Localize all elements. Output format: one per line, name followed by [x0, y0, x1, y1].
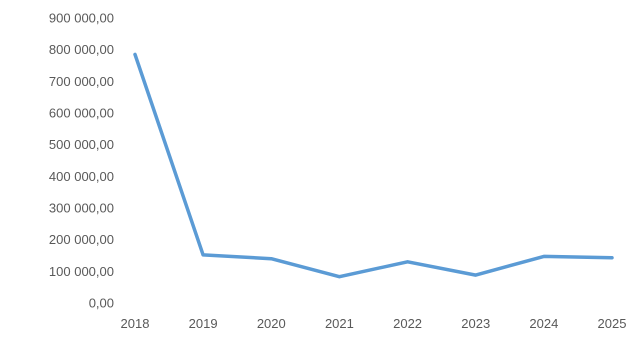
y-tick-label: 900 000,00: [49, 11, 114, 26]
series-group: [133, 52, 614, 279]
x-tick-label: 2022: [393, 316, 422, 331]
y-tick-label: 200 000,00: [49, 232, 114, 247]
x-tick-label: 2024: [529, 316, 558, 331]
y-tick-label: 700 000,00: [49, 74, 114, 89]
x-tick-label: 2023: [461, 316, 490, 331]
x-tick-label: 2018: [121, 316, 150, 331]
y-tick-label: 0,00: [89, 296, 114, 311]
x-tick-label: 2025: [598, 316, 627, 331]
series-line: [133, 52, 614, 279]
y-axis-tick-labels: 900 000,00 800 000,00 700 000,00 600 000,00…: [49, 11, 114, 311]
y-tick-label: 300 000,00: [49, 201, 114, 216]
y-tick-label: 800 000,00: [49, 42, 114, 57]
y-tick-label: 400 000,00: [49, 169, 114, 184]
x-tick-label: 2020: [257, 316, 286, 331]
x-tick-label: 2019: [189, 316, 218, 331]
y-tick-label: 500 000,00: [49, 137, 114, 152]
x-axis-tick-labels: 2018 2019 2020 2021 2022 2023 2024 2025: [121, 316, 627, 331]
y-tick-label: 100 000,00: [49, 264, 114, 279]
y-tick-label: 600 000,00: [49, 106, 114, 121]
x-tick-label: 2021: [325, 316, 354, 331]
